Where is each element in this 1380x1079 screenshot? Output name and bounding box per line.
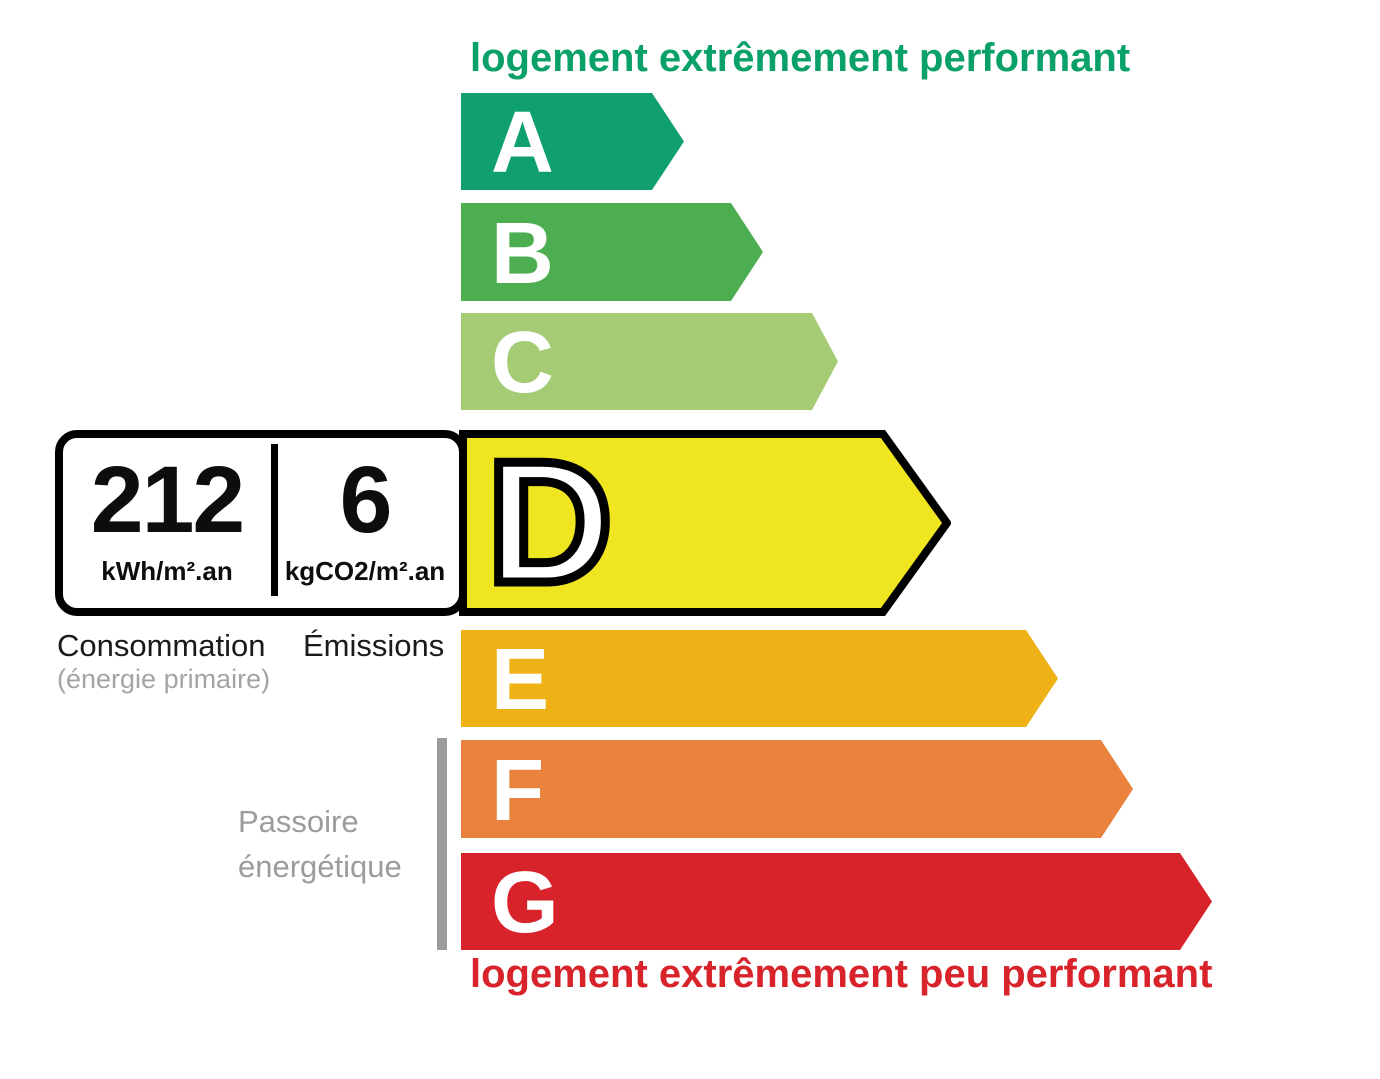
class-letter-a: A [491,94,554,191]
class-bar-f: F [461,740,1133,838]
class-bar-g: G [461,853,1212,950]
class-bar-a: A [461,93,684,190]
class-letter-g: G [491,854,559,951]
bottom-caption: logement extrêmement peu performant [470,952,1213,996]
energy-sieve-label-line2: énergétique [238,849,402,884]
class-letter-f: F [491,741,545,839]
consumption-unit: kWh/m².an [101,556,233,586]
current-class-arrow-shape [459,430,951,616]
class-bar-b: B [461,203,763,301]
class-letter-b: B [491,204,554,302]
emissions-unit: kgCO2/m².an [284,556,446,586]
energy-sieve-label: Passoire énergétique [238,799,402,889]
consumption-column: 212 kWh/m².an [63,438,271,608]
top-caption: logement extrêmement performant [470,36,1131,80]
rating-value-box: 212 kWh/m².an 6 kgCO2/m².an [55,430,467,616]
class-letter-e: E [491,631,550,728]
value-box-divider [271,444,278,596]
emissions-column: 6 kgCO2/m².an [271,438,459,608]
current-class-arrow: D [459,430,951,616]
emissions-label: Émissions [303,628,445,663]
primary-energy-label: (énergie primaire) [57,664,271,694]
class-letter-c: C [491,314,554,411]
energy-sieve-label-line1: Passoire [238,804,359,839]
energy-sieve-bracket [437,738,447,950]
emissions-value: 6 [339,447,393,553]
current-class-letter: D [487,430,613,616]
consumption-value: 212 [90,447,246,553]
class-bar-c: C [461,313,838,410]
consumption-label: Consommation [57,628,266,663]
class-bar-e: E [461,630,1058,727]
